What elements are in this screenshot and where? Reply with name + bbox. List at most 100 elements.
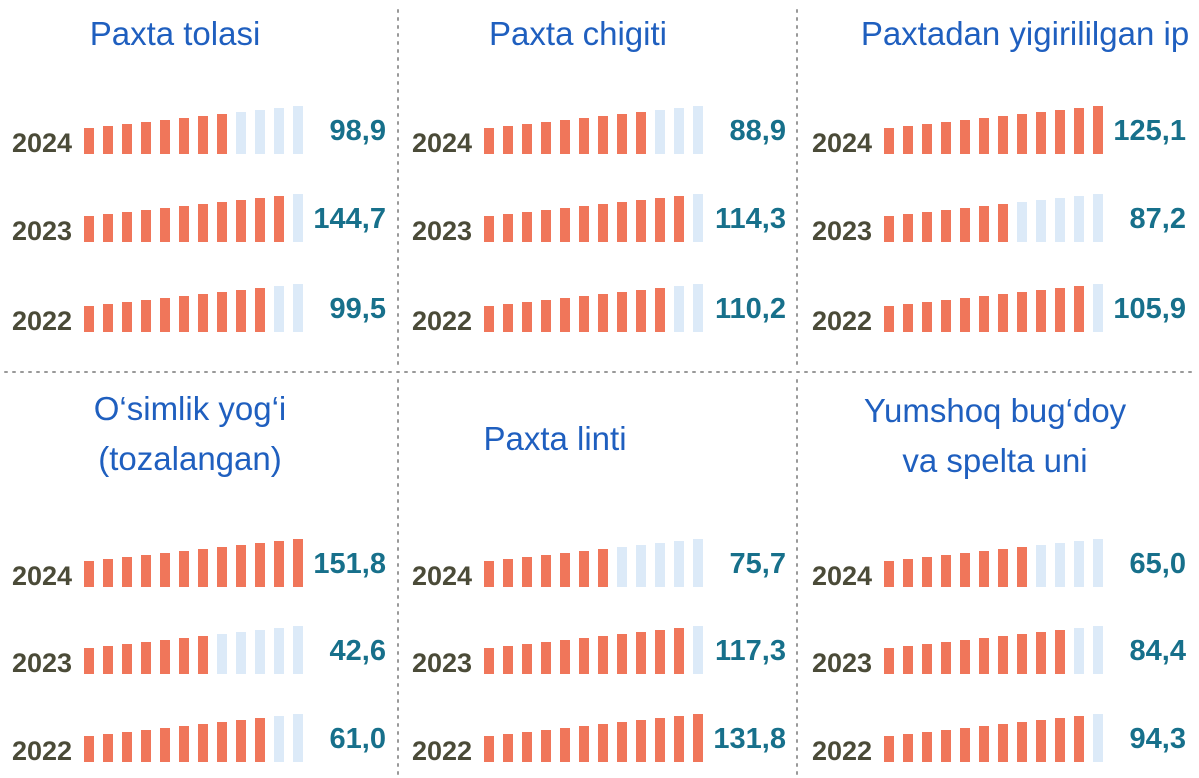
gauge-bar <box>636 200 646 242</box>
gauge-bar <box>884 216 894 242</box>
gauge-bar <box>693 626 703 674</box>
value-label: 61,0 <box>330 723 386 755</box>
gauge-bar <box>1017 634 1027 674</box>
gauge-bar <box>522 124 532 154</box>
gauge-bar <box>541 122 551 154</box>
gauge-bar <box>103 734 113 762</box>
gauge-bar <box>103 646 113 674</box>
gauge-bar <box>922 302 932 332</box>
gauge-bar <box>141 300 151 332</box>
gauge-bar <box>922 644 932 674</box>
gauge-bar <box>160 120 170 154</box>
gauge-bar <box>560 728 570 762</box>
gauge-bar <box>522 557 532 587</box>
year-label: 2024 <box>412 561 472 591</box>
value-label: 131,8 <box>713 723 786 755</box>
gauge-bar <box>922 732 932 762</box>
year-label: 2022 <box>412 306 472 336</box>
year-label: 2023 <box>812 216 872 246</box>
gauge-bar <box>903 734 913 762</box>
gauge-bar <box>1074 541 1084 587</box>
gauge-bar <box>255 110 265 154</box>
gauge-bar <box>503 304 513 332</box>
gauge-bar <box>1036 545 1046 587</box>
gauge-bar <box>693 714 703 762</box>
year-label: 2024 <box>812 128 872 158</box>
gauge-bar <box>1036 720 1046 762</box>
gauge-bar <box>103 304 113 332</box>
value-label: 75,7 <box>730 548 786 580</box>
gauge-bar <box>293 539 303 587</box>
gauge-bar <box>84 736 94 762</box>
gauge-bar <box>960 208 970 242</box>
gauge-bar <box>541 210 551 242</box>
gauge-bar <box>560 120 570 154</box>
gauge-bar <box>541 642 551 674</box>
gauge-bar <box>122 732 132 762</box>
gauge-bar <box>179 726 189 762</box>
gauge-bar <box>884 128 894 154</box>
gauge-bar <box>198 636 208 674</box>
gauge-bar <box>141 730 151 762</box>
gauge-bar <box>979 296 989 332</box>
gauge-bar <box>674 541 684 587</box>
value-label: 94,3 <box>1130 723 1186 755</box>
gauge-bar <box>655 288 665 332</box>
value-label: 151,8 <box>313 548 386 580</box>
gauge-bar <box>84 306 94 332</box>
gauge-bar <box>1017 547 1027 587</box>
gauge-bar <box>141 210 151 242</box>
gauge-bar <box>655 198 665 242</box>
gauge-bar <box>160 208 170 242</box>
gauge-bar <box>617 547 627 587</box>
gauge-bar <box>560 298 570 332</box>
gauge-bar <box>1093 284 1103 332</box>
gauge-bar <box>560 640 570 674</box>
value-label: 99,5 <box>330 293 386 325</box>
gauge-bar <box>1093 714 1103 762</box>
gauge-bar <box>160 553 170 587</box>
gauge-bar <box>503 559 513 587</box>
gauge-bar <box>1093 194 1103 242</box>
panel-title: Paxta chigiti <box>489 15 667 52</box>
gauge-bar <box>979 726 989 762</box>
panel-title: (tozalangan) <box>98 440 281 477</box>
gauge-bar <box>198 724 208 762</box>
gauge-bar <box>274 628 284 674</box>
gauge-bar <box>598 116 608 154</box>
gauge-bar <box>598 204 608 242</box>
gauge-bar <box>217 292 227 332</box>
value-label: 105,9 <box>1113 293 1186 325</box>
gauge-bar <box>579 638 589 674</box>
gauge-bar <box>503 734 513 762</box>
gauge-bar <box>484 128 494 154</box>
gauge-bar <box>236 112 246 154</box>
gauge-bar <box>655 543 665 587</box>
gauge-bar <box>960 120 970 154</box>
gauge-bar <box>598 294 608 332</box>
gauge-bar <box>903 126 913 154</box>
gauge-bar <box>598 636 608 674</box>
gauge-bar <box>903 646 913 674</box>
gauge-bar <box>217 634 227 674</box>
panel-title: Yumshoq bug‘doy <box>864 392 1127 429</box>
value-label: 87,2 <box>1130 203 1186 235</box>
gauge-bar <box>922 212 932 242</box>
gauge-bar <box>103 559 113 587</box>
panel-title: Paxtadan yigirililgan ip <box>861 15 1189 52</box>
gauge-bar <box>1017 292 1027 332</box>
gauge-bar <box>655 630 665 674</box>
gauge-bar <box>560 553 570 587</box>
gauge-bar <box>617 202 627 242</box>
gauge-bar <box>579 726 589 762</box>
panel-title: Paxta linti <box>483 420 626 457</box>
gauge-bar <box>884 648 894 674</box>
gauge-bar <box>1093 539 1103 587</box>
gauge-bar <box>579 296 589 332</box>
gauge-bar <box>217 722 227 762</box>
gauge-bar <box>979 638 989 674</box>
gauge-bar <box>617 634 627 674</box>
gauge-bar <box>122 557 132 587</box>
gauge-bar <box>122 124 132 154</box>
gauge-bar <box>255 543 265 587</box>
